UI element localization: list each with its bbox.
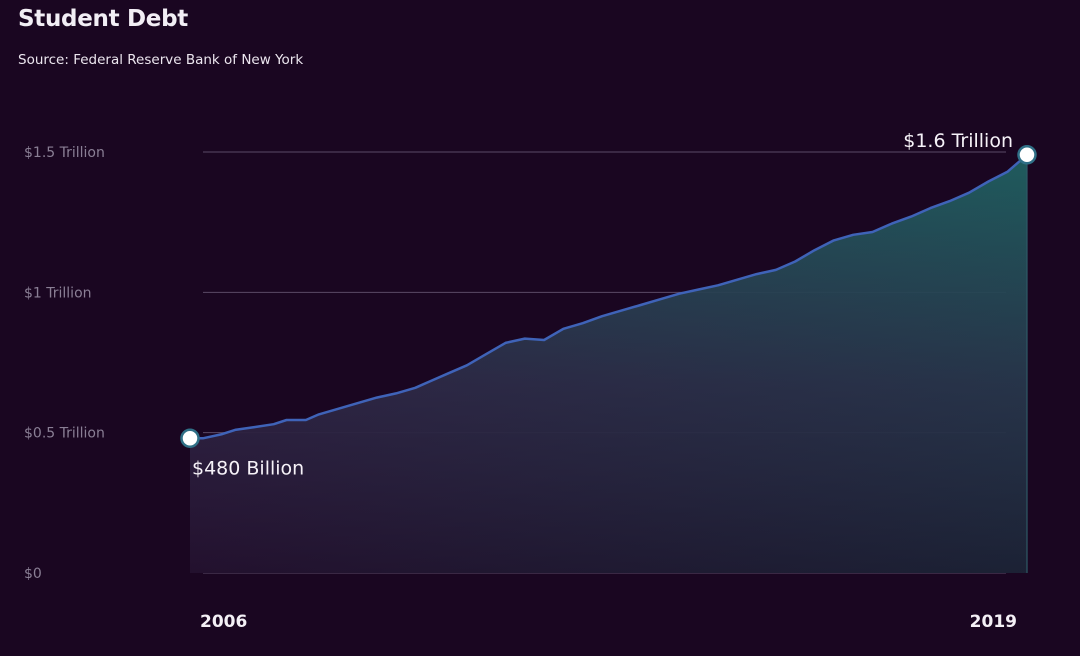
chart-subtitle: Source: Federal Reserve Bank of New York xyxy=(18,52,304,68)
x-tick-label: 2019 xyxy=(970,612,1017,632)
endpoint-marker xyxy=(180,428,200,449)
y-tick-label: $1 Trillion xyxy=(24,285,92,301)
y-tick-label: $0 xyxy=(24,566,42,582)
series-line xyxy=(190,153,1028,440)
y-tick-label: $1.5 Trillion xyxy=(24,145,105,161)
data-label: $1.6 Trillion xyxy=(903,130,1013,152)
endpoint-marker xyxy=(1017,145,1037,165)
y-tick-label: $0.5 Trillion xyxy=(24,426,105,442)
x-tick-label: 2006 xyxy=(200,612,247,632)
data-label: $480 Billion xyxy=(192,457,304,479)
area-fill-overlay xyxy=(190,154,1027,574)
chart-title: Student Debt xyxy=(18,6,188,32)
